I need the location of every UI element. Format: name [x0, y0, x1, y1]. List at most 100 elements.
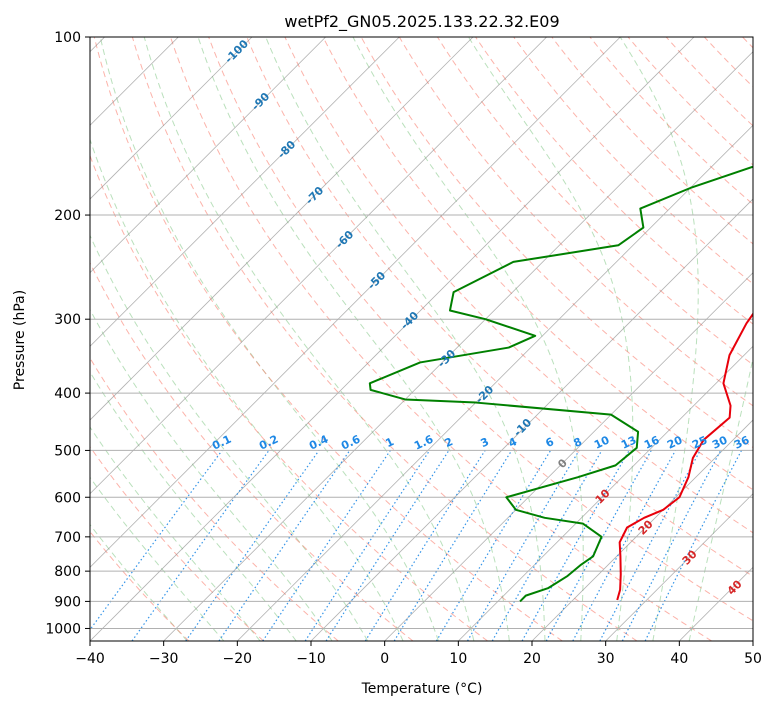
dry-adiabat-line — [90, 261, 414, 641]
moist-adiabat-line — [90, 371, 297, 641]
y-axis-title: Pressure (hPa) — [12, 290, 28, 390]
isotherm-line — [163, 51, 753, 641]
y-tick-label: 1000 — [45, 621, 81, 637]
mixing-ratio-label: 0.4 — [307, 432, 330, 452]
dry-adiabat-line — [131, 37, 638, 641]
temperature-profile-line — [616, 312, 753, 601]
mixing-ratio-line — [218, 450, 351, 641]
dry-adiabat-line — [742, 37, 753, 49]
moist-adiabat-line — [619, 37, 699, 641]
moist-adiabat-line — [99, 37, 439, 641]
chart-title: wetPf2_GN05.2025.133.22.32.E09 — [284, 12, 559, 32]
x-tick-label: 20 — [523, 651, 541, 667]
mixing-ratio-label: 2 — [443, 435, 455, 450]
mixing-ratio-line — [304, 450, 431, 641]
isotherm-line — [90, 37, 474, 421]
mixing-ratio-line — [131, 450, 270, 641]
y-tick-label: 200 — [54, 208, 81, 224]
dry-adiabat-label: -30 — [435, 347, 458, 370]
dry-adiabat-line — [93, 37, 563, 641]
dry-adiabat-line — [322, 37, 753, 491]
pressure-gridlines — [90, 37, 753, 629]
mixing-ratio-line — [545, 450, 652, 641]
isotherm-line — [90, 37, 621, 568]
dry-adiabat-line — [208, 37, 753, 622]
isotherm-line — [90, 37, 695, 641]
mixing-ratio-label: 10 — [592, 433, 612, 451]
mixing-ratio-line — [521, 450, 630, 641]
isotherm-line — [679, 566, 753, 641]
dry-adiabat-label: 40 — [725, 577, 745, 597]
plot-area: -100-90-80-70-60-50-40-30-20-10010203040… — [90, 37, 753, 641]
y-tick-label: 600 — [54, 490, 81, 506]
mixing-ratio-label: 20 — [665, 433, 685, 451]
moist-adiabat-line — [265, 37, 546, 641]
isotherm-line — [384, 272, 753, 641]
x-tick-label: 40 — [670, 651, 688, 667]
isotherm-line — [752, 640, 753, 641]
axes: −40 −30 −20 −10 0 10 20 30 40 5010020030040050060… — [45, 30, 762, 667]
dry-adiabat-line — [437, 37, 753, 366]
x-tick-label: 50 — [744, 651, 762, 667]
mixing-ratio-line — [393, 450, 513, 641]
moist-adiabat-line — [688, 356, 753, 641]
x-tick-label: 30 — [597, 651, 615, 667]
skewed-isotherms — [90, 37, 753, 641]
y-tick-label: 500 — [54, 443, 81, 459]
x-tick-label: −40 — [75, 651, 105, 667]
isotherm-line — [90, 37, 253, 200]
isotherm-line — [458, 345, 753, 641]
mixing-ratio-line — [90, 450, 223, 631]
moist-adiabat-line — [90, 308, 333, 641]
mixing-ratio-line — [599, 450, 701, 641]
dry-adiabat-line — [703, 37, 753, 88]
moist-adiabat-line — [197, 37, 510, 641]
moist-adiabat-line — [90, 426, 261, 641]
mixing-ratio-line — [364, 450, 486, 641]
y-tick-label: 400 — [54, 386, 81, 402]
isotherm-line — [90, 37, 326, 274]
moist-adiabat-line — [90, 137, 404, 641]
dry-adiabat-line — [246, 37, 753, 577]
isotherm-line — [90, 37, 547, 495]
dry-adiabat-label: -100 — [222, 37, 251, 66]
mixing-ratio-label: 30 — [710, 433, 730, 451]
mixing-ratio-lines — [90, 450, 743, 641]
mixing-ratio-label: 6 — [544, 435, 557, 450]
x-tick-label: −20 — [223, 651, 253, 667]
dry-adiabat-line — [90, 357, 339, 641]
moist-adiabat-line — [90, 476, 225, 641]
dry-adiabat-line — [90, 445, 264, 641]
dry-adiabat-label: -10 — [511, 416, 534, 439]
mixing-ratio-line — [572, 450, 677, 641]
mixing-ratio-label: 16 — [642, 433, 662, 451]
dry-adiabat-line — [665, 37, 753, 127]
x-tick-label: −30 — [149, 651, 179, 667]
isotherm-line — [310, 198, 753, 641]
dry-adiabat-label: 0 — [555, 456, 570, 471]
x-tick-label: 10 — [449, 651, 467, 667]
x-tick-label: 0 — [380, 651, 389, 667]
moist-adiabats — [90, 37, 753, 641]
mixing-ratio-line — [262, 450, 391, 641]
dry-adiabats — [90, 37, 753, 641]
mixing-ratio-line — [644, 450, 743, 641]
profile-series — [368, 165, 753, 603]
mixing-ratio-label: 25 — [690, 433, 709, 451]
isotherm-line — [237, 124, 753, 641]
mixing-ratio-label: 0.6 — [339, 432, 362, 452]
mixing-ratio-line — [621, 450, 722, 641]
mixing-ratio-label: 13 — [619, 433, 638, 451]
dry-adiabat-line — [475, 37, 753, 325]
mixing-ratio-label: 3 — [479, 435, 491, 450]
mixing-ratio-line — [325, 450, 450, 641]
isotherm-line — [605, 493, 753, 641]
dry-adiabat-line — [513, 37, 753, 285]
mixing-ratio-label: 1 — [384, 435, 396, 450]
y-tick-label: 800 — [54, 564, 81, 580]
mixing-ratio-label: 1.6 — [412, 432, 435, 452]
isotherm-line — [531, 419, 753, 641]
y-tick-label: 300 — [54, 312, 81, 328]
mixing-ratio-line — [185, 450, 320, 641]
